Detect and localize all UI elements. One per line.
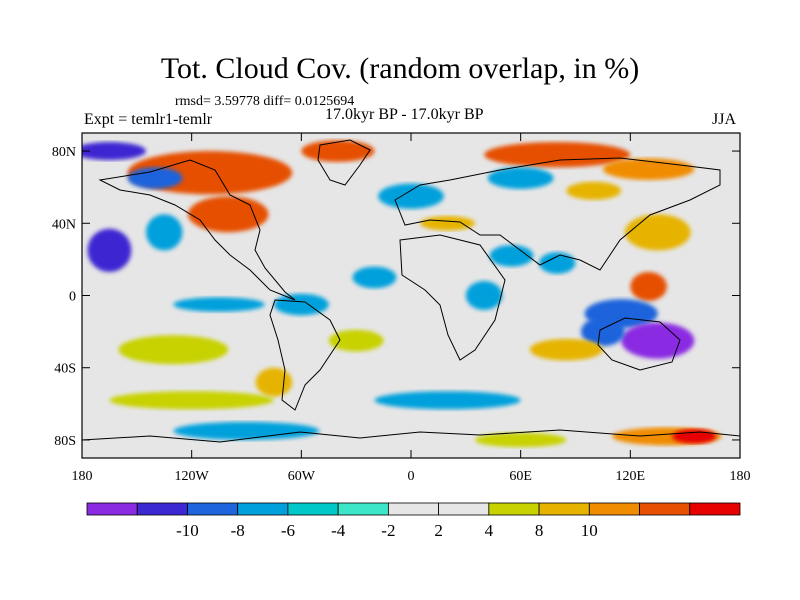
lon-tick-label: 120W [175, 469, 210, 484]
colorbar-box [639, 502, 691, 516]
colorbar-label: 10 [581, 521, 598, 540]
region-patagonia-positive [255, 367, 293, 397]
colorbar-label: -2 [381, 521, 395, 540]
colorbar-label: -8 [231, 521, 245, 540]
region-s-pacific-positive [118, 335, 229, 365]
lon-tick-label: 180 [72, 469, 93, 484]
colorbar-label: -10 [176, 521, 199, 540]
region-tropical-atlantic-negative [352, 266, 397, 289]
lat-tick-label: 40N [52, 217, 76, 232]
colorbar-box [86, 502, 138, 516]
season-label: JJA [712, 111, 737, 128]
region-e-africa-negative [465, 281, 503, 310]
region-bering-negative [127, 167, 183, 189]
colorbar-box [588, 502, 640, 516]
region-w-australia-negative [580, 317, 625, 347]
lon-tick-label: 180 [730, 469, 751, 484]
colorbar-box [488, 502, 540, 516]
colorbar-box [187, 502, 239, 516]
lon-tick-label: 60W [288, 469, 316, 484]
region-mongolia-positive [566, 181, 622, 200]
region-mediterranean-positive [420, 216, 475, 231]
region-antarctic-positive-mid [474, 432, 567, 448]
anomaly-regions [82, 140, 722, 448]
region-india-negative [538, 252, 576, 274]
experiment-label: Expt = temlr1-temlr [84, 111, 213, 128]
region-n-atlantic-negative [378, 183, 444, 209]
colorbar-label: 4 [485, 521, 494, 540]
coastlines [82, 139, 740, 443]
colorbar-box [337, 502, 389, 516]
lon-tick-label: 0 [408, 469, 415, 484]
region-alaska-negative [82, 142, 146, 161]
colorbar-box [689, 502, 741, 516]
region-arabia-negative [489, 244, 534, 267]
lat-tick-label: 40S [54, 362, 76, 377]
region-hawaii-negative [145, 214, 183, 251]
region-e-pacific-negative [173, 297, 265, 312]
lat-tick-label: 0 [69, 290, 76, 305]
colorbar-box [538, 502, 590, 516]
colorbar: -10 -8 -6 -4 -2 2 4 8 10 [86, 502, 741, 540]
region-s-atlantic-positive [328, 329, 384, 352]
axis-labels: 180 120W 60W 0 60E 120E 180 80N 40N 0 40S 80S [52, 145, 751, 484]
region-southern-ocean-negative [374, 391, 521, 410]
region-s-indian-ocean-positive [529, 338, 603, 361]
colorbar-label: -4 [331, 521, 346, 540]
region-philippines-positive [630, 272, 667, 301]
period-label: 17.0kyr BP - 17.0kyr BP [325, 106, 484, 123]
colorbar-label: -6 [281, 521, 295, 540]
colorbar-box [136, 502, 188, 516]
region-greenland-positive [301, 140, 375, 162]
region-amazon-negative [273, 293, 329, 316]
lon-tick-label: 60E [509, 469, 532, 484]
stats-text: rmsd= 3.59778 diff= 0.0125694 [175, 94, 355, 109]
region-east-asia-positive [624, 214, 691, 251]
lat-tick-label: 80N [52, 145, 76, 160]
region-n-america-positive [188, 196, 269, 233]
colorbar-label: 2 [434, 521, 443, 540]
colorbar-box [387, 502, 440, 516]
region-ne-pacific-negative [87, 228, 132, 273]
region-west-siberia-negative [487, 167, 554, 189]
region-southern-ocean-positive [109, 391, 274, 410]
axis-ticks [81, 133, 741, 458]
region-australia-negative [621, 322, 695, 359]
colorbar-box [287, 502, 339, 516]
region-antarctic-negative [173, 421, 320, 440]
lon-tick-label: 120E [616, 469, 646, 484]
region-arctic-russia-positive [484, 142, 631, 168]
plot-title: Tot. Cloud Cov. (random overlap, in %) [160, 52, 640, 85]
colorbar-label: 8 [535, 521, 544, 540]
colorbar-box [438, 502, 490, 516]
lat-tick-label: 80S [54, 434, 76, 449]
colorbar-box [237, 502, 289, 516]
region-e-antarctic-strong-positive [672, 429, 717, 444]
